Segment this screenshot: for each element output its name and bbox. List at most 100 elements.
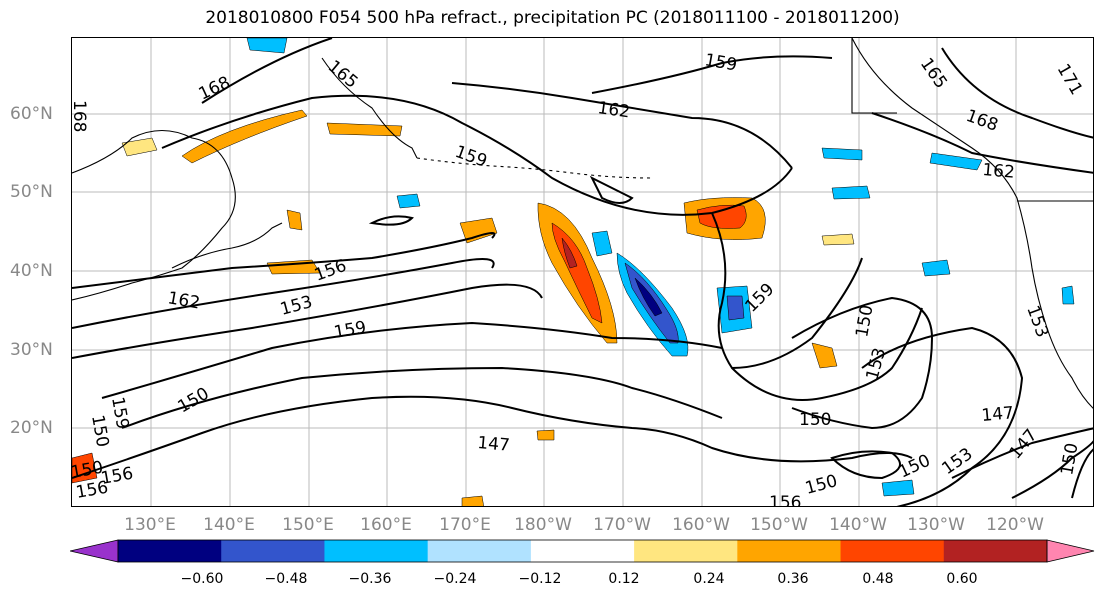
- lon-label-130e: 130°E: [124, 515, 176, 535]
- lat-label-30n: 30°N: [10, 340, 53, 360]
- colorbar-segment: [221, 540, 325, 562]
- negative-anomaly-region: [591, 230, 613, 257]
- negative-anomaly-region: [921, 259, 951, 277]
- lon-label-150w: 150°W: [750, 515, 808, 535]
- kamchatka-coastline: [321, 57, 418, 159]
- lon-label-160w: 160°W: [672, 515, 730, 535]
- contour-line: [72, 258, 495, 329]
- colorbar-tick-label: −0.12: [518, 571, 562, 587]
- colorbar-tick-label: −0.48: [264, 571, 308, 587]
- contour-label: 147: [1006, 425, 1042, 463]
- contour-line: [589, 175, 634, 204]
- lon-label-150e: 150°E: [282, 515, 334, 535]
- positive-anomaly-region: [696, 204, 747, 229]
- contour-line: [451, 82, 793, 169]
- colorbar-extend-low: [70, 539, 119, 563]
- colorbar-tick-label: −0.36: [348, 571, 392, 587]
- positive-anomaly-region: [821, 233, 855, 246]
- colorbar-tick-label: 0.48: [862, 571, 894, 587]
- colorbar-border: [117, 539, 1048, 563]
- japan-coastline: [171, 222, 283, 269]
- contour-label: 150: [175, 384, 213, 418]
- map-plot: 168 165 159 162 159 165 168 162 171 168 …: [72, 38, 1093, 506]
- negative-anomaly-region: [1061, 285, 1075, 305]
- contour-line: [830, 450, 901, 480]
- contour-line: [1071, 448, 1093, 499]
- colorbar-segment: [943, 540, 1048, 562]
- contour-label: 168: [963, 106, 1000, 136]
- lon-label-140e: 140°E: [203, 515, 255, 535]
- negative-anomaly-region: [396, 193, 421, 209]
- colorbar-segment: [427, 540, 532, 562]
- negative-anomaly-region: [881, 479, 915, 497]
- contour-line: [591, 55, 833, 94]
- contour-line: [72, 232, 496, 289]
- contour-line: [121, 366, 723, 429]
- negative-anomaly-region: [634, 277, 663, 317]
- refractivity-contours: [72, 38, 1093, 506]
- asia-coastline: [72, 130, 236, 301]
- positive-anomaly-region: [536, 429, 555, 441]
- colorbar-segment: [737, 540, 842, 562]
- colorbar-tick-label: 0.12: [608, 571, 640, 587]
- lat-label-60n: 60°N: [10, 104, 53, 124]
- colorbar-tick-label: 0.36: [777, 571, 809, 587]
- lon-label-180w: 180°W: [514, 515, 572, 535]
- precipitation-shading: [72, 38, 1075, 506]
- contour-line: [72, 283, 543, 359]
- positive-anomaly-region: [326, 122, 403, 137]
- colorbar-tick-label: 0.60: [946, 571, 978, 587]
- contour-label: 168: [196, 73, 234, 105]
- contour-label: 165: [916, 54, 951, 92]
- contour-label: 153: [1022, 303, 1052, 340]
- colorbar-tick-label: −0.24: [433, 571, 477, 587]
- contour-line: [731, 307, 923, 401]
- lat-label-20n: 20°N: [10, 418, 53, 438]
- contour-line: [101, 321, 723, 399]
- positive-anomaly-region: [286, 209, 303, 231]
- contour-label: 147: [981, 403, 1015, 426]
- lon-label-170w: 170°W: [593, 515, 651, 535]
- contour-label: 147: [477, 433, 511, 456]
- contour-label: 156: [74, 478, 109, 503]
- contour-line: [72, 395, 913, 479]
- negative-anomaly-region: [831, 185, 871, 200]
- positive-anomaly-region: [461, 495, 484, 506]
- lat-label-50n: 50°N: [10, 182, 53, 202]
- positive-anomaly-region: [811, 342, 838, 369]
- contour-line: [791, 296, 934, 430]
- contour-label: 150: [1057, 441, 1082, 476]
- contour-label: 159: [452, 142, 489, 172]
- alaska-border: [851, 38, 897, 114]
- contour-label: 153: [938, 444, 976, 479]
- contour-line: [941, 47, 1093, 139]
- map-panel: 168 165 159 162 159 165 168 162 171 168 …: [71, 37, 1094, 507]
- colorbar-tick-label: −0.60: [180, 571, 224, 587]
- aleutian-chain: [416, 157, 653, 179]
- gridlines: [72, 38, 1093, 506]
- lon-label-170e: 170°E: [439, 515, 491, 535]
- contour-label: 159: [332, 318, 367, 343]
- contour-line: [201, 38, 333, 104]
- contour-line: [861, 326, 1024, 506]
- lon-label-140w: 140°W: [829, 515, 887, 535]
- contour-label: 159: [107, 395, 132, 430]
- map-title: 2018010800 F054 500 hPa refract., precip…: [205, 8, 900, 28]
- contour-label: 150: [852, 303, 877, 338]
- colorbar: [70, 539, 1095, 563]
- contour-label: 150: [896, 451, 934, 483]
- colorbar-segment: [840, 540, 945, 562]
- colorbar-extend-high: [1046, 539, 1095, 563]
- lat-label-40n: 40°N: [10, 261, 53, 281]
- north-america-coastline: [851, 38, 1093, 409]
- contour-label: 168: [72, 100, 89, 132]
- contour-label: 162: [596, 98, 631, 122]
- contour-line: [1011, 440, 1093, 499]
- contour-label: 153: [863, 346, 891, 383]
- contour-label: 150: [799, 410, 831, 430]
- colorbar-segment: [530, 540, 635, 562]
- negative-anomaly-region: [929, 152, 983, 171]
- contour-line: [951, 427, 1093, 479]
- colorbar-segment: [634, 540, 738, 562]
- lon-label-130w: 130°W: [907, 515, 965, 535]
